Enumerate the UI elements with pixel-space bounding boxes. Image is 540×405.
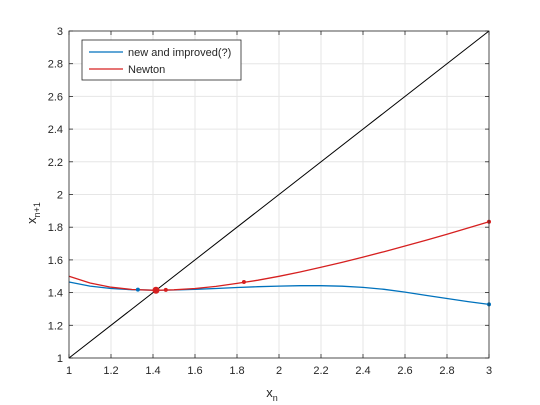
x-tick-label: 2.8 [439, 365, 454, 377]
data-point-new-and-improved [135, 287, 140, 292]
y-tick-label: 1.8 [48, 222, 63, 234]
y-tick-label: 2.8 [48, 59, 63, 71]
axes-box [68, 30, 490, 359]
markers [135, 219, 491, 307]
legend-label-new-and-improved: new and improved(?) [128, 47, 231, 59]
y-tick-label: 2 [57, 190, 63, 202]
x-tick-label: 1.6 [187, 365, 202, 377]
data-point-newton [163, 287, 168, 292]
x-tick-label: 1.2 [103, 365, 118, 377]
legend-box [81, 39, 242, 81]
y-tick-label: 2.6 [48, 91, 63, 103]
x-axis-label: xn [266, 385, 278, 403]
x-tick-label: 2.2 [313, 365, 328, 377]
y-tick-label: 3 [57, 26, 63, 38]
y-tick-label: 1.6 [48, 255, 63, 267]
data-point-newton [241, 280, 246, 285]
y-tick-label: 2.2 [48, 157, 63, 169]
x-tick-label: 1.4 [145, 365, 160, 377]
y-tick-label: 1.4 [48, 288, 63, 300]
ticks: 1 1.2 1.4 1.6 1.8 2 2.2 2.4 2.6 2.8 3 1 1.2 1.4 1.6 1.8… [48, 26, 492, 377]
legend-label-newton: Newton [128, 64, 165, 76]
x-tick-label: 2 [276, 365, 282, 377]
fixed-point-marker [152, 286, 160, 294]
x-tick-label: 2.4 [355, 365, 370, 377]
x-tick-label: 1.8 [229, 365, 244, 377]
x-tick-label: 2.6 [397, 365, 412, 377]
series-line-identity [68, 30, 490, 359]
y-axis-label: xn+1 [24, 202, 42, 224]
y-tick-label: 2.4 [48, 124, 63, 136]
legend: new and improved(?) Newton [81, 39, 242, 81]
series-line-newton [68, 221, 490, 291]
y-tick-label: 1 [57, 353, 63, 365]
x-tick-label: 3 [486, 365, 492, 377]
y-tick-label: 1.2 [48, 320, 63, 332]
x-tick-label: 1 [66, 365, 72, 377]
